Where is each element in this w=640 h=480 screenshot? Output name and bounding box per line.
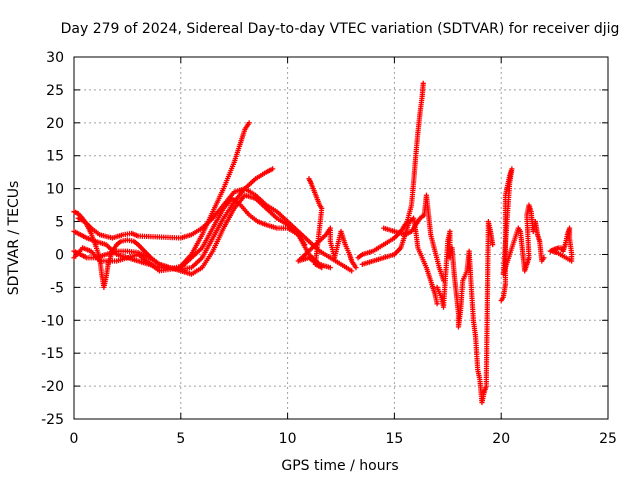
series-arc-e	[71, 195, 333, 274]
x-axis-label: GPS time / hours	[281, 458, 398, 474]
plot-frame	[73, 56, 609, 420]
y-tick-label: 20	[46, 116, 64, 132]
data-point	[541, 255, 547, 261]
y-tick-label: 25	[46, 83, 64, 99]
x-tick-label: 10	[279, 431, 297, 447]
series-arc-a	[71, 166, 276, 290]
x-tick-label: 5	[176, 431, 185, 447]
x-tick-label: 15	[385, 431, 403, 447]
data-point	[490, 241, 496, 248]
data-points	[71, 80, 575, 406]
series-cluster-10-13	[295, 176, 359, 271]
data-point	[327, 265, 333, 271]
data-point	[434, 301, 440, 307]
series-arc-g	[359, 215, 440, 307]
data-point	[353, 265, 359, 271]
x-tick-label: 20	[492, 431, 510, 447]
series-cluster-20-21	[498, 166, 547, 304]
y-tick-label: 10	[46, 182, 64, 198]
y-tick-label: -20	[41, 379, 64, 395]
x-axis-ticks: 0 5 10 15 20 25	[70, 57, 617, 447]
data-point	[549, 248, 556, 254]
data-point	[246, 120, 252, 126]
x-tick-label: 0	[70, 431, 79, 447]
series-scatter-16-19	[434, 218, 496, 406]
y-axis-ticks: -25 -20 -15 -10 -5 0 5 10 15 20 25 30	[41, 50, 608, 428]
chart-title: Day 279 of 2024, Sidereal Day-to-day VTE…	[61, 21, 620, 37]
y-tick-label: -5	[50, 280, 64, 296]
series-cluster-22-23	[547, 225, 575, 264]
y-tick-label: 15	[46, 149, 64, 165]
y-tick-label: -10	[41, 313, 64, 329]
x-tick-label: 25	[599, 431, 617, 447]
data-point	[270, 166, 276, 172]
y-axis-label: SDTVAR / TECUs	[6, 181, 22, 296]
series-arc-h	[381, 192, 447, 284]
gridlines	[74, 57, 608, 419]
y-tick-label: -15	[41, 346, 64, 362]
data-point	[349, 268, 355, 274]
y-tick-label: -25	[41, 412, 64, 428]
y-tick-label: 5	[55, 215, 64, 231]
y-tick-label: 30	[46, 50, 64, 66]
y-tick-label: 0	[55, 247, 64, 263]
data-point	[420, 80, 426, 86]
series-arc-f	[355, 80, 426, 261]
